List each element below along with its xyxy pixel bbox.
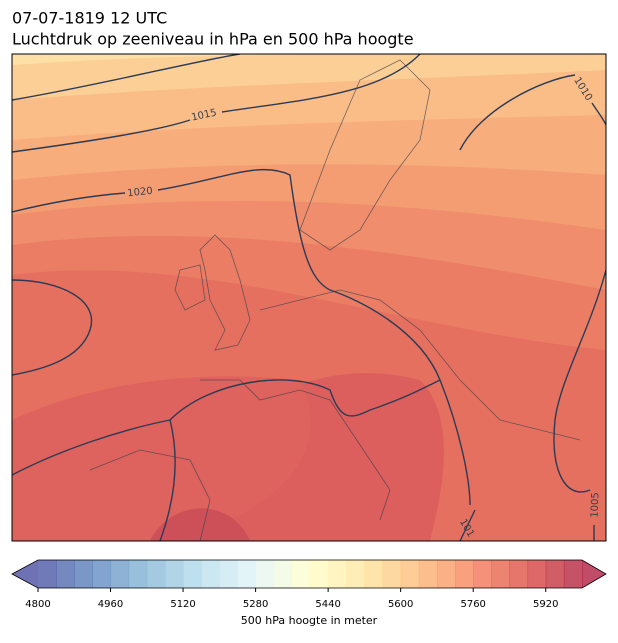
colorbar-tick-label: 5280: [243, 599, 268, 610]
isobar-label: 1015: [191, 107, 218, 123]
colorbar-band: [364, 560, 384, 588]
colorbar-band: [183, 560, 202, 588]
main-title: Luchtdruk op zeeniveau in hPa en 500 hPa…: [12, 30, 414, 49]
colorbar-band: [237, 560, 257, 588]
colorbar-label: 500 hPa hoogte in meter: [241, 614, 378, 627]
colorbar-band: [400, 560, 420, 588]
colorbar-over: [582, 560, 606, 588]
colorbar-band: [291, 560, 311, 588]
colorbar-tick-label: 5440: [315, 599, 340, 610]
colorbar-band: [436, 560, 456, 588]
colorbar-tick-label: 4800: [25, 599, 50, 610]
colorbar-band: [563, 560, 583, 588]
colorbar-tick-label: 5760: [460, 599, 485, 610]
colorbar-band: [56, 560, 75, 588]
colorbar-band: [255, 560, 275, 588]
colorbar-band: [491, 560, 510, 588]
colorbar-under: [12, 560, 38, 588]
date-title: 07-07-1819 12 UTC: [12, 9, 167, 28]
colorbar-band: [38, 560, 57, 588]
colorbar-band: [110, 560, 130, 588]
colorbar-band: [328, 560, 347, 588]
colorbar-outline: [11, 559, 607, 589]
colorbar-tick-label: 5920: [533, 599, 558, 610]
colorbar-tick-label: 5600: [388, 599, 413, 610]
colorbar-band: [382, 560, 402, 588]
map: [12, 54, 606, 541]
colorbar-band: [527, 560, 547, 588]
colorbar-band: [92, 560, 112, 588]
colorbar: 4800 4960 5120 5280 5440 5600 5760 5920: [11, 559, 607, 610]
colorbar-band: [509, 560, 529, 588]
colorbar-band: [219, 560, 238, 588]
colorbar-band: [455, 560, 474, 588]
colorbar-band: [545, 560, 565, 588]
colorbar-tick-label: 5120: [170, 599, 195, 610]
isobar-label: 1020: [127, 186, 153, 200]
colorbar-band: [164, 560, 184, 588]
colorbar-band: [310, 560, 329, 588]
colorbar-band: [273, 560, 293, 588]
colorbar-band: [418, 560, 438, 588]
colorbar-band: [346, 560, 365, 588]
colorbar-band: [201, 560, 220, 588]
colorbar-band: [473, 560, 492, 588]
colorbar-tick-label: 4960: [98, 599, 123, 610]
colorbar-band: [146, 560, 166, 588]
colorbar-band: [128, 560, 148, 588]
isobar-label: 1005: [590, 492, 602, 518]
colorbar-band: [74, 560, 93, 588]
map-frame: [11, 53, 607, 542]
